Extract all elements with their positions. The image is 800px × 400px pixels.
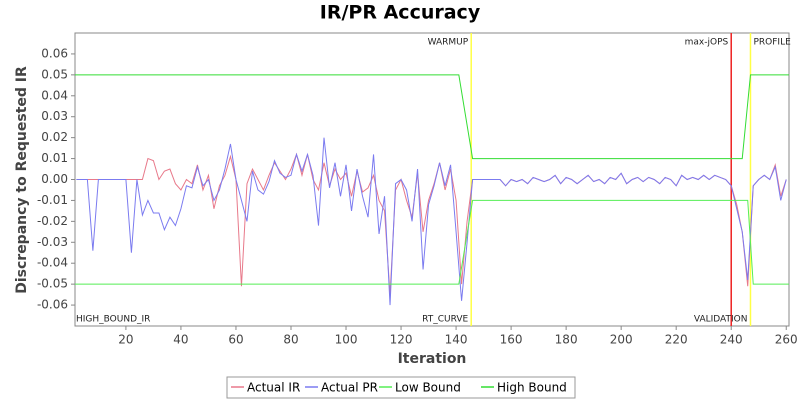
marker-label: WARMUP [428, 38, 469, 48]
marker-label: PROFILE [753, 38, 791, 48]
series-line [76, 137, 787, 306]
y-tick-label: -0.02 [37, 214, 68, 228]
plot-area [74, 32, 790, 327]
y-axis-label: Discrepancy to Requested IR [14, 66, 30, 294]
legend-label: Low Bound [395, 381, 461, 395]
series-line [75, 199, 789, 285]
series-line [75, 74, 789, 160]
y-tick-label: 0.03 [41, 109, 68, 123]
x-tick-label: 40 [173, 333, 188, 347]
phase-label: HIGH_BOUND_IR [76, 315, 150, 325]
x-tick-label: 140 [445, 333, 468, 347]
y-tick-label: 0.05 [41, 67, 68, 81]
legend [226, 376, 576, 399]
y-tick-label: 0.01 [41, 151, 68, 165]
y-tick-label: 0.06 [41, 46, 68, 60]
legend-label: High Bound [497, 381, 567, 395]
legend-label: Actual IR [247, 381, 300, 395]
x-tick-label: 180 [555, 333, 578, 347]
x-tick-label: 60 [228, 333, 243, 347]
x-tick-label: 120 [390, 333, 413, 347]
x-axis-label: Iteration [398, 351, 467, 367]
y-tick-label: -0.03 [37, 235, 68, 249]
x-tick-label: 80 [283, 333, 298, 347]
x-tick-label: 100 [335, 333, 358, 347]
marker-label: max-jOPS [685, 38, 729, 48]
phase-label: RT_CURVE [422, 315, 468, 325]
y-tick-label: 0.04 [41, 88, 68, 102]
y-tick-label: -0.01 [37, 193, 68, 207]
y-tick-label: -0.05 [37, 277, 68, 291]
phase-label: VALIDATION [694, 315, 748, 325]
chart-title: IR/PR Accuracy [320, 2, 481, 24]
x-tick-label: 240 [720, 333, 743, 347]
y-tick-label: 0.00 [41, 172, 68, 186]
x-tick-label: 160 [500, 333, 523, 347]
y-tick-label: -0.06 [37, 298, 68, 312]
x-tick-label: 200 [610, 333, 633, 347]
x-tick-label: 260 [775, 333, 798, 347]
y-tick-label: -0.04 [37, 256, 68, 270]
x-tick-label: 220 [665, 333, 688, 347]
legend-label: Actual PR [321, 381, 378, 395]
x-tick-label: 20 [118, 333, 133, 347]
y-tick-label: 0.02 [41, 130, 68, 144]
